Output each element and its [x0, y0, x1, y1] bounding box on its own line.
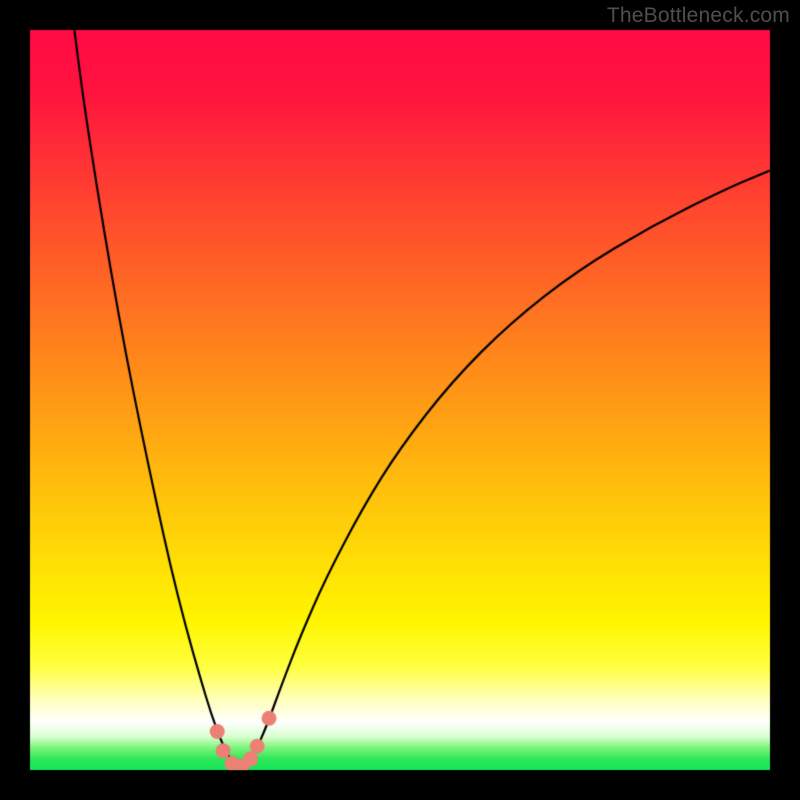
chart-stage: TheBottleneck.com — [0, 0, 800, 800]
watermark-label: TheBottleneck.com — [607, 4, 790, 28]
curve-canvas — [0, 0, 800, 800]
